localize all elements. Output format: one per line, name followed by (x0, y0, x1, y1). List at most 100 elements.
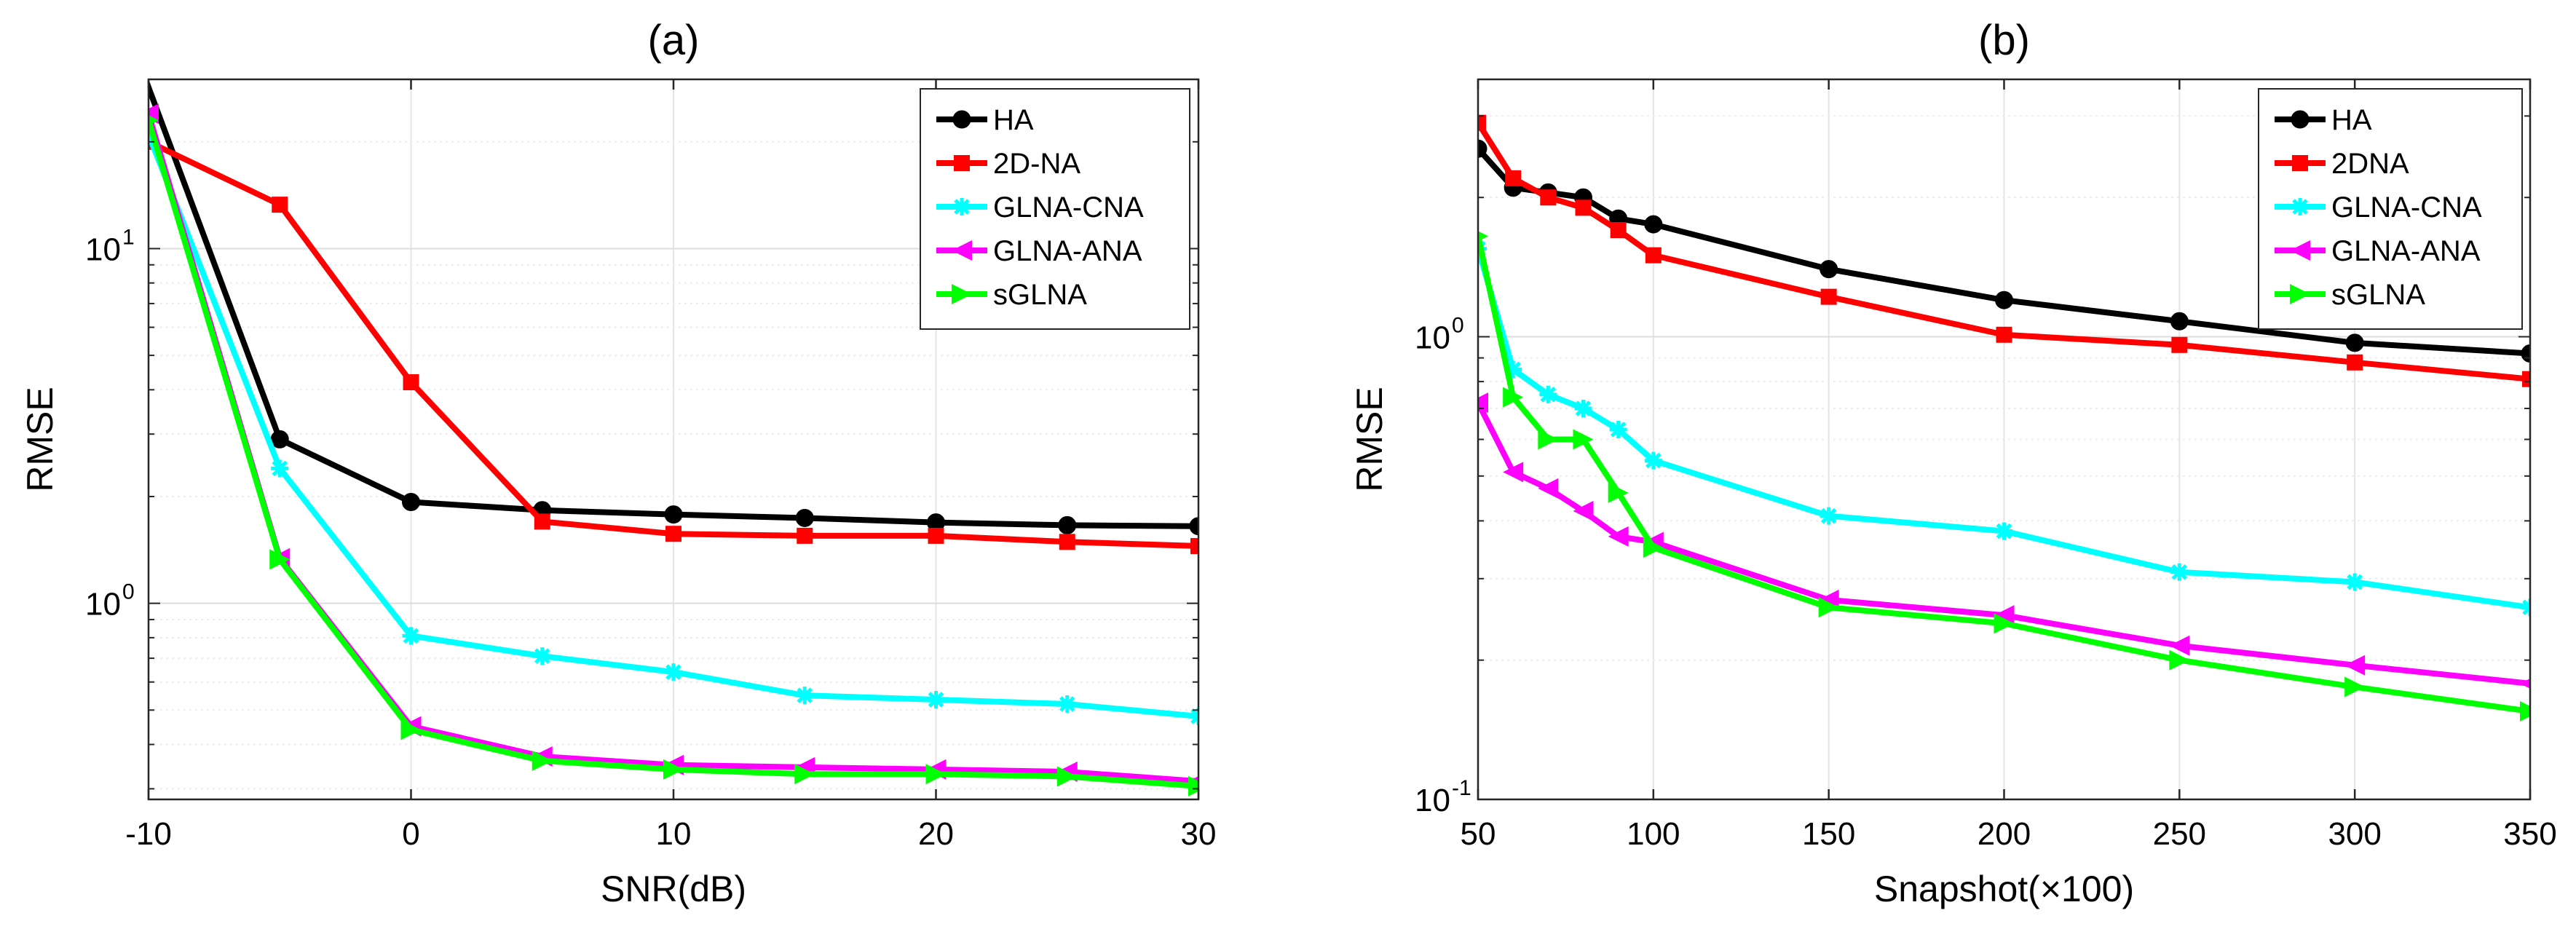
series-group (1478, 114, 2530, 722)
legend-label-sglna: sGLNA (2331, 279, 2425, 311)
data-point-ha (1478, 139, 1487, 158)
data-point-sglna (2344, 676, 2366, 697)
x-tick-label: 50 (1461, 816, 1496, 852)
x-tick-label: 0 (402, 816, 419, 852)
data-point-sglna (663, 759, 684, 780)
grid (1477, 79, 2531, 800)
legend-label-glna-ana: GLNA-ANA (993, 235, 1142, 267)
data-point-glna-cna (2346, 573, 2364, 591)
data-point-ha (2345, 333, 2364, 352)
data-point-2dna (1610, 222, 1627, 239)
data-point-sglna (400, 719, 422, 740)
data-point-ha (795, 508, 814, 527)
data-point-glna-cna (1058, 695, 1076, 713)
x-tick-label: 350 (2503, 816, 2556, 852)
legend-marker-glna-ana (952, 240, 972, 261)
legend-label-2d-na: 2D-NA (993, 148, 1080, 180)
data-point-ha (1820, 260, 1838, 279)
chart-title: (b) (1978, 17, 2030, 64)
legend-marker-glna-cna (2291, 198, 2309, 216)
data-point-2dna (1540, 189, 1557, 206)
legend-marker-glna-cna (953, 198, 971, 216)
x-tick-label: 150 (1802, 816, 1855, 852)
data-point-2d-na (797, 527, 813, 544)
data-point-glna-ana (1573, 500, 1594, 521)
y-tick-label: 10 (85, 232, 121, 267)
x-tick-label: 10 (656, 816, 692, 852)
data-point-sglna (1056, 766, 1078, 787)
legend-label-glna-ana: GLNA-ANA (2331, 235, 2481, 267)
data-point-2d-na (1059, 534, 1075, 550)
legend-marker-ha (952, 110, 971, 129)
data-point-ha (2170, 312, 2189, 331)
data-point-2d-na (928, 527, 944, 544)
data-point-ha (402, 493, 420, 512)
data-point-sglna (532, 750, 553, 771)
legend: HA 2D-NA GLNA-CNA GLNA-ANA sGLNA (920, 88, 1190, 330)
data-point-2dna (1575, 199, 1592, 216)
x-tick-label: 100 (1627, 816, 1680, 852)
y-tick-label-exponent: 1 (122, 225, 135, 249)
data-point-glna-ana (2169, 635, 2190, 656)
chart-title: (a) (648, 17, 700, 64)
data-point-glna-cna (2170, 563, 2189, 581)
data-point-glna-ana (2520, 678, 2530, 689)
data-point-glna-ana (1503, 462, 1524, 483)
legend-marker-glna-ana (2290, 240, 2310, 261)
data-point-glna-cna (796, 687, 814, 705)
data-point-sglna (1503, 387, 1524, 408)
legend-label-2dna: 2DNA (2331, 148, 2409, 180)
data-point-2dna (2347, 354, 2363, 371)
data-point-sglna (1608, 482, 1629, 503)
y-tick-label-exponent: 0 (122, 580, 135, 604)
legend-marker-sglna (2290, 284, 2310, 304)
data-point-ha (1058, 515, 1077, 534)
data-point-glna-cna (1539, 385, 1557, 403)
legend-label-glna-cna: GLNA-CNA (993, 191, 1144, 224)
y-tick-label: 10 (1415, 320, 1450, 356)
data-point-2dna (1478, 114, 1486, 131)
data-point-glna-cna (271, 459, 289, 478)
x-tick-label: 30 (1181, 816, 1217, 852)
data-point-sglna (1478, 231, 1488, 242)
data-point-glna-cna (1644, 451, 1662, 470)
data-point-sglna (1818, 597, 1839, 618)
data-point-sglna (925, 764, 947, 785)
data-point-sglna (794, 764, 815, 785)
data-point-2dna (1645, 247, 1662, 264)
y-axis-label: RMSE (1349, 387, 1390, 491)
data-point-glna-cna (1820, 507, 1838, 525)
legend-marker-2dna (2292, 155, 2308, 171)
x-axis-label: SNR(dB) (601, 869, 746, 909)
data-point-glna-ana (1538, 478, 1559, 499)
y-axis-label: RMSE (20, 387, 60, 491)
data-point-ha (1189, 517, 1198, 536)
data-point-2dna (2171, 336, 2188, 353)
data-point-glna-cna (1574, 399, 1592, 417)
data-point-ha (1644, 215, 1663, 234)
x-axis-label: Snapshot(×100) (1874, 869, 2134, 909)
legend-label-sglna: sGLNA (993, 279, 1087, 311)
data-point-glna-cna (1609, 421, 1627, 439)
data-point-glna-cna (1504, 360, 1522, 379)
data-point-sglna (1573, 429, 1594, 450)
data-point-glna-cna (402, 627, 420, 645)
data-point-2d-na (272, 197, 288, 213)
data-point-sglna (269, 549, 291, 570)
data-point-2dna (1996, 326, 2012, 343)
legend-marker-sglna (952, 284, 972, 304)
data-point-glna-cna (665, 663, 682, 681)
x-tick-label: 200 (1978, 816, 2031, 852)
legend-label-ha: HA (2331, 104, 2372, 136)
data-point-2d-na (534, 513, 550, 530)
data-point-2d-na (1190, 538, 1198, 555)
data-point-ha (664, 505, 683, 524)
x-tick-label: -10 (125, 816, 172, 852)
data-point-sglna (1994, 613, 2015, 634)
data-point-glna-ana (1608, 526, 1629, 547)
data-point-sglna (1188, 775, 1198, 796)
x-tick-label: 300 (2328, 816, 2381, 852)
data-point-2dna (1505, 170, 1522, 186)
